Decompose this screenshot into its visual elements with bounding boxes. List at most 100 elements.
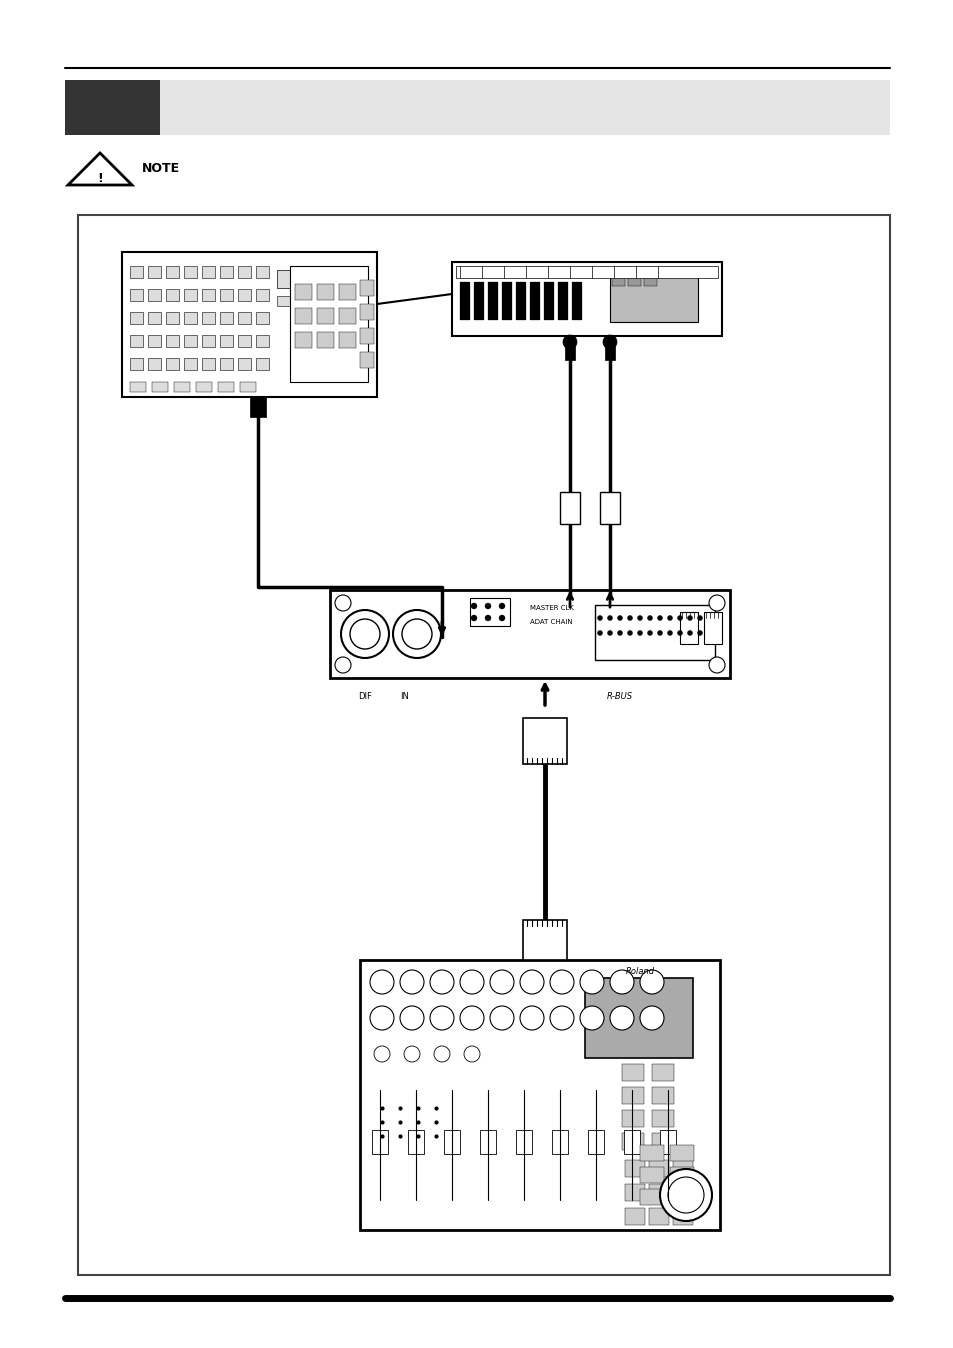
Circle shape: [607, 631, 612, 635]
Bar: [255, 336, 269, 346]
Bar: [130, 359, 143, 369]
Bar: [651, 1086, 673, 1104]
Bar: [648, 1161, 668, 1177]
Bar: [408, 1130, 423, 1154]
Bar: [595, 605, 714, 661]
Bar: [195, 381, 212, 392]
Bar: [470, 599, 510, 625]
Bar: [359, 960, 720, 1229]
Circle shape: [647, 631, 652, 635]
Circle shape: [597, 631, 602, 635]
Bar: [296, 297, 311, 306]
Bar: [316, 332, 334, 348]
Bar: [130, 266, 143, 278]
Bar: [255, 311, 269, 324]
Text: NOTE: NOTE: [142, 163, 180, 175]
Bar: [584, 979, 692, 1058]
Bar: [443, 1130, 459, 1154]
Circle shape: [335, 594, 351, 611]
Bar: [501, 282, 512, 319]
Circle shape: [401, 619, 432, 648]
Circle shape: [639, 1006, 663, 1030]
Circle shape: [687, 616, 692, 620]
Circle shape: [617, 631, 622, 635]
Bar: [202, 336, 214, 346]
Bar: [184, 288, 196, 301]
Circle shape: [403, 1046, 419, 1062]
Bar: [220, 266, 233, 278]
Circle shape: [550, 1006, 574, 1030]
Bar: [659, 1130, 676, 1154]
Bar: [338, 284, 355, 301]
Circle shape: [519, 971, 543, 993]
Circle shape: [374, 1046, 390, 1062]
Bar: [78, 214, 889, 1275]
Circle shape: [708, 594, 724, 611]
Circle shape: [657, 631, 661, 635]
Text: Roland: Roland: [625, 967, 654, 976]
Bar: [316, 297, 331, 306]
Bar: [220, 288, 233, 301]
Bar: [202, 288, 214, 301]
Bar: [488, 282, 497, 319]
Circle shape: [677, 616, 681, 620]
Circle shape: [562, 336, 577, 349]
Bar: [572, 282, 581, 319]
Bar: [148, 359, 161, 369]
Bar: [639, 1167, 663, 1184]
Bar: [166, 336, 179, 346]
Bar: [372, 1130, 388, 1154]
Bar: [587, 1130, 603, 1154]
Bar: [122, 252, 376, 398]
Bar: [184, 311, 196, 324]
Circle shape: [579, 1006, 603, 1030]
Bar: [148, 288, 161, 301]
Text: IN: IN: [400, 692, 409, 701]
Circle shape: [677, 631, 681, 635]
Bar: [220, 359, 233, 369]
Bar: [255, 288, 269, 301]
Bar: [220, 311, 233, 324]
Bar: [621, 1134, 643, 1150]
Circle shape: [484, 603, 491, 609]
Bar: [152, 381, 168, 392]
Bar: [703, 612, 721, 644]
Bar: [184, 359, 196, 369]
Circle shape: [659, 1169, 711, 1221]
Circle shape: [609, 1006, 634, 1030]
Bar: [148, 266, 161, 278]
Bar: [621, 1086, 643, 1104]
Bar: [237, 336, 251, 346]
Circle shape: [350, 619, 379, 648]
Circle shape: [609, 971, 634, 993]
Circle shape: [430, 971, 454, 993]
Bar: [599, 492, 619, 524]
Bar: [643, 276, 657, 286]
Bar: [330, 590, 729, 678]
Text: !: !: [97, 173, 103, 186]
Bar: [338, 307, 355, 324]
Bar: [276, 270, 332, 288]
Circle shape: [579, 971, 603, 993]
Bar: [359, 280, 374, 297]
Bar: [130, 381, 146, 392]
Circle shape: [434, 1046, 450, 1062]
Bar: [184, 336, 196, 346]
Circle shape: [602, 336, 617, 349]
Bar: [651, 1064, 673, 1081]
Bar: [316, 284, 334, 301]
Bar: [255, 266, 269, 278]
Bar: [558, 282, 567, 319]
Bar: [669, 1144, 693, 1161]
Bar: [474, 282, 483, 319]
Circle shape: [471, 603, 476, 609]
Circle shape: [637, 616, 641, 620]
Bar: [255, 359, 269, 369]
Circle shape: [667, 1177, 703, 1213]
Bar: [240, 381, 255, 392]
Bar: [564, 342, 575, 360]
Bar: [166, 359, 179, 369]
Bar: [621, 1109, 643, 1127]
Circle shape: [597, 616, 602, 620]
Circle shape: [393, 611, 440, 658]
